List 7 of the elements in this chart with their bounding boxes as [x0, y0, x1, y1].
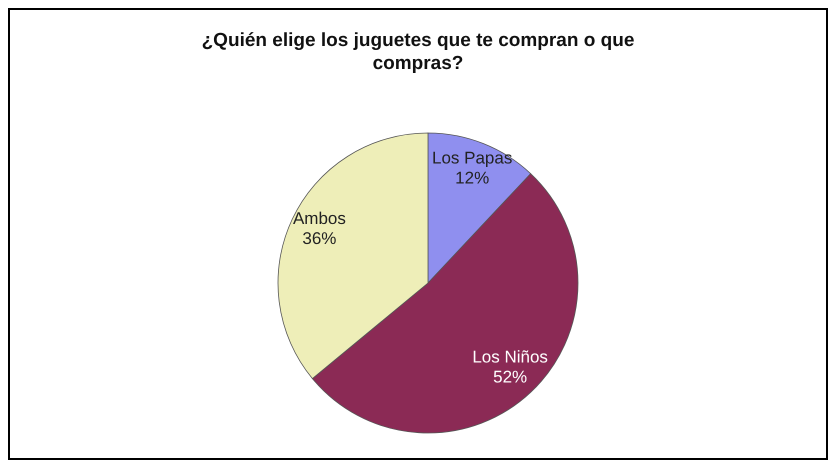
slice-label: Los Niños — [472, 347, 548, 366]
slice-label: Los Papas — [432, 148, 512, 168]
data-label: 12% — [455, 168, 490, 188]
data-label: 36% — [302, 228, 336, 248]
slice-label: Ambos — [292, 208, 346, 228]
chart-title: ¿Quién elige los juguetes que te compran o que compras? — [202, 30, 634, 74]
data-label: 52% — [493, 367, 528, 386]
